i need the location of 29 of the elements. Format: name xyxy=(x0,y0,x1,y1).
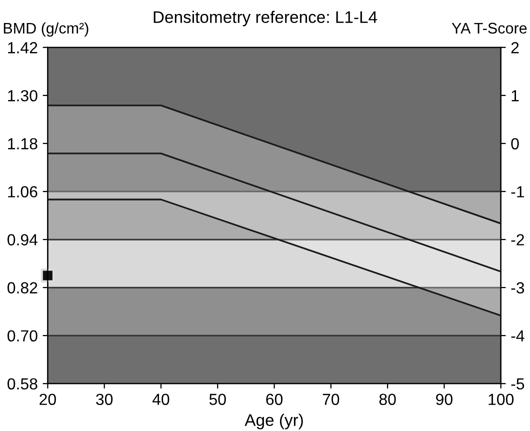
y2-tick-label: -3 xyxy=(511,282,524,294)
y2-tick-label: -2 xyxy=(511,234,524,246)
x-tick-label: 50 xyxy=(209,394,226,406)
y2-tick-label: -4 xyxy=(511,330,524,342)
y-tick-label: 1.42 xyxy=(8,42,38,54)
y-tick-label: 0.58 xyxy=(8,378,38,390)
y-axis-title: BMD (g/cm²) xyxy=(4,22,88,37)
chart-title: Densitometry reference: L1-L4 xyxy=(154,10,378,26)
x-tick-label: 40 xyxy=(152,394,170,406)
x-axis-title: Age (yr) xyxy=(244,414,303,430)
x-tick-label: 20 xyxy=(40,394,56,406)
y-tick-label: 1.30 xyxy=(8,90,38,102)
y2-tick-label: 0 xyxy=(511,138,519,150)
y-tick-label: 0.82 xyxy=(8,282,38,294)
y-tick-label: 0.94 xyxy=(8,234,38,246)
y2-tick-label: 2 xyxy=(511,42,519,54)
y2-tick-label: 1 xyxy=(512,90,519,102)
x-tick-label: 100 xyxy=(488,394,514,406)
y2-axis-title: YA T-Score xyxy=(452,22,527,34)
y-tick-label: 0.70 xyxy=(8,330,38,342)
x-tick-label: 70 xyxy=(322,394,340,406)
x-tick-label: 30 xyxy=(96,394,113,406)
y2-tick-label: -1 xyxy=(511,186,524,198)
x-tick-label: 60 xyxy=(266,394,283,406)
y-tick-label: 1.06 xyxy=(8,186,38,198)
x-tick-label: 80 xyxy=(379,394,396,406)
y-tick-label: 1.18 xyxy=(8,138,38,150)
x-tick-label: 90 xyxy=(436,394,452,406)
y2-tick-label: -5 xyxy=(511,378,524,390)
